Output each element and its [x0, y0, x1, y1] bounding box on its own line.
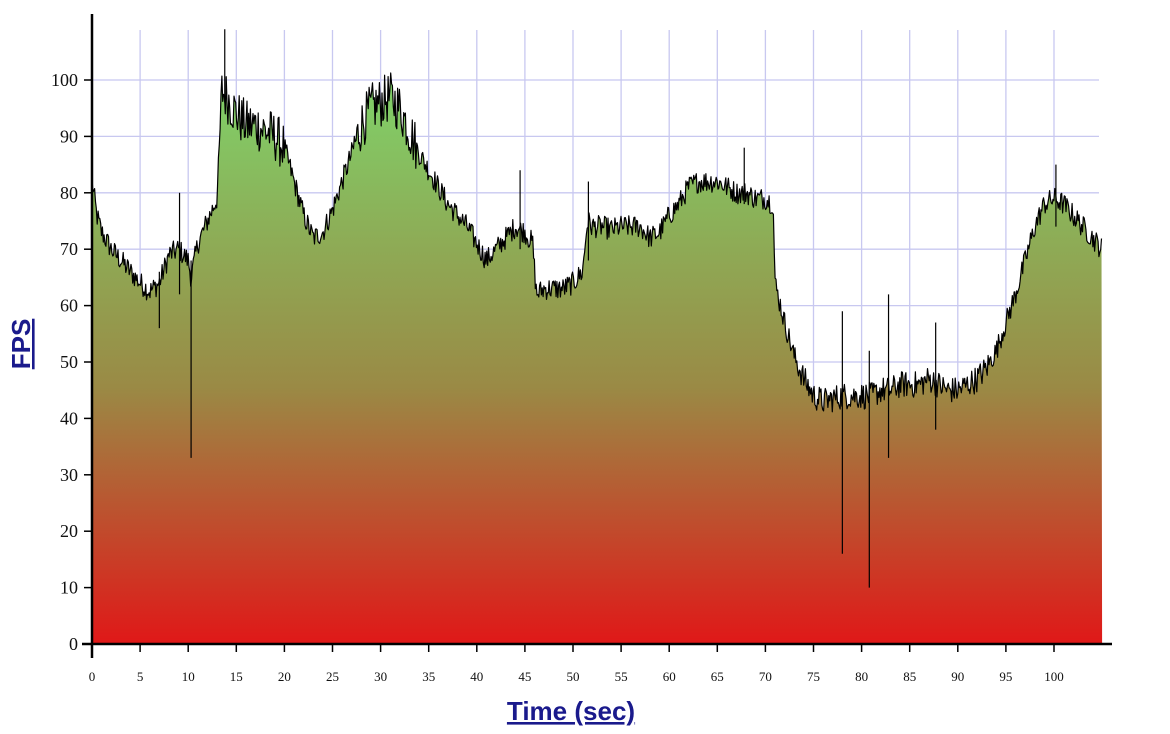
y-tick-label: 30 — [60, 465, 78, 485]
x-tick-label: 55 — [615, 669, 628, 684]
x-tick-label: 50 — [567, 669, 580, 684]
x-tick-label: 5 — [137, 669, 144, 684]
x-tick-label: 95 — [999, 669, 1012, 684]
x-tick-label: 85 — [903, 669, 916, 684]
y-tick-label: 60 — [60, 296, 78, 316]
y-tick-label: 50 — [60, 352, 78, 372]
x-tick-label: 75 — [807, 669, 820, 684]
y-tick-label: 40 — [60, 408, 78, 428]
x-tick-label: 20 — [278, 669, 291, 684]
x-tick-label: 65 — [711, 669, 724, 684]
y-tick-label: 70 — [60, 239, 78, 259]
x-tick-label: 25 — [326, 669, 339, 684]
x-tick-label: 40 — [470, 669, 483, 684]
y-tick-label: 20 — [60, 521, 78, 541]
fps-area-fill — [92, 73, 1103, 644]
x-tick-label: 0 — [89, 669, 96, 684]
y-tick-label: 0 — [69, 634, 78, 654]
x-tick-label: 100 — [1044, 669, 1064, 684]
x-tick-label: 70 — [759, 669, 772, 684]
y-tick-label: 10 — [60, 578, 78, 598]
y-axis-title: FPS — [6, 319, 36, 370]
x-tick-label: 60 — [663, 669, 676, 684]
axes — [82, 14, 1112, 658]
x-tick-label: 35 — [422, 669, 435, 684]
fps-series-line — [91, 72, 1103, 413]
x-tick-label: 45 — [518, 669, 531, 684]
tick-labels: 0 10 20 30 40 50 60 70 80 90 100 0 5 10 15 20 25 30 35 40 45… — [51, 70, 1064, 684]
x-tick-label: 90 — [951, 669, 964, 684]
x-tick-label: 30 — [374, 669, 387, 684]
y-tick-label: 80 — [60, 183, 78, 203]
x-tick-label: 15 — [230, 669, 243, 684]
x-axis-title: Time (sec) — [507, 696, 635, 726]
x-tick-label: 10 — [182, 669, 195, 684]
plot-area — [91, 29, 1103, 644]
y-tick-label: 90 — [60, 126, 78, 146]
y-tick-label: 100 — [51, 70, 78, 90]
x-tick-label: 80 — [855, 669, 868, 684]
